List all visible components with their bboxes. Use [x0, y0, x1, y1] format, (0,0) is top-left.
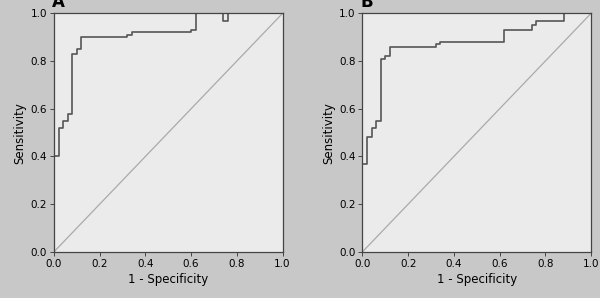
Text: A: A — [52, 0, 65, 11]
Y-axis label: Sensitivity: Sensitivity — [322, 102, 335, 164]
Text: B: B — [360, 0, 373, 11]
X-axis label: 1 - Specificity: 1 - Specificity — [437, 273, 517, 286]
Y-axis label: Sensitivity: Sensitivity — [13, 102, 26, 164]
X-axis label: 1 - Specificity: 1 - Specificity — [128, 273, 208, 286]
